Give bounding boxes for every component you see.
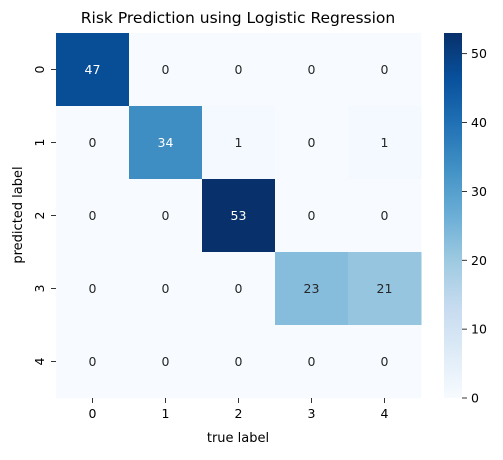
cell-value-4-0: 0: [89, 354, 97, 369]
x-tick-label-4: 4: [381, 406, 389, 421]
cell-value-2-1: 0: [162, 208, 170, 223]
y-axis-ticks: 0 1 2 3 4: [32, 65, 56, 365]
heatmap-cell-0-4: [348, 33, 422, 107]
heatmap-cell-0-2: [202, 33, 276, 107]
cell-value-4-4: 0: [381, 354, 389, 369]
heatmap-cell-1-0: [56, 106, 130, 180]
heatmap-cell-3-1: [129, 252, 203, 326]
heatmap-cell-3-4: [348, 252, 422, 326]
cell-value-2-0: 0: [89, 208, 97, 223]
heatmap-cell-2-0: [56, 179, 130, 253]
cell-value-0-0: 47: [85, 62, 101, 77]
cell-value-2-4: 0: [381, 208, 389, 223]
x-tick-label-3: 3: [308, 406, 316, 421]
heatmap-cell-3-0: [56, 252, 130, 326]
cell-value-0-2: 0: [235, 62, 243, 77]
heatmap-cell-4-2: [202, 325, 276, 399]
heatmap-cell-4-3: [275, 325, 349, 399]
y-tick-label-0: 0: [32, 65, 47, 73]
heatmap-cells: [56, 33, 422, 399]
cell-value-3-1: 0: [162, 281, 170, 296]
y-tick-label-2: 2: [32, 212, 47, 220]
heatmap-cell-1-3: [275, 106, 349, 180]
chart-title: Risk Prediction using Logistic Regressio…: [81, 9, 395, 27]
cell-value-1-4: 1: [381, 135, 389, 150]
cell-value-1-3: 0: [308, 135, 316, 150]
heatmap-cell-3-2: [202, 252, 276, 326]
cell-value-1-0: 0: [89, 135, 97, 150]
y-tick-label-3: 3: [32, 285, 47, 293]
x-axis-ticks: 0 1 2 3 4: [89, 398, 389, 421]
cell-value-0-4: 0: [381, 62, 389, 77]
heatmap-cell-0-1: [129, 33, 203, 107]
heatmap-cell-1-2: [202, 106, 276, 180]
y-tick-label-1: 1: [32, 139, 47, 147]
colorbar: 0 10 20 30 40 50: [444, 33, 487, 406]
x-tick-label-0: 0: [89, 406, 97, 421]
cell-value-2-2: 53: [231, 208, 247, 223]
heatmap-cell-3-3: [275, 252, 349, 326]
heatmap-cell-2-4: [348, 179, 422, 253]
cell-value-3-2: 0: [235, 281, 243, 296]
x-tick-label-2: 2: [235, 406, 243, 421]
colorbar-tick-label-2: 20: [471, 253, 487, 268]
cell-value-3-4: 21: [377, 281, 393, 296]
cell-value-1-1: 34: [158, 135, 174, 150]
heatmap-annotations: 47 0 0 0 0 0 34 1 0 1 0 0 53 0 0 0 0 0 23 21 0 0 0 0 0: [85, 62, 393, 369]
colorbar-gradient: [444, 33, 462, 398]
heatmap-cell-2-1: [129, 179, 203, 253]
cell-value-3-3: 23: [304, 281, 320, 296]
x-axis-label: true label: [207, 431, 269, 446]
heatmap-cell-1-1: [129, 106, 203, 180]
cell-value-4-2: 0: [235, 354, 243, 369]
heatmap-cell-4-1: [129, 325, 203, 399]
heatmap-cell-2-3: [275, 179, 349, 253]
heatmap-cell-1-4: [348, 106, 422, 180]
cell-value-2-3: 0: [308, 208, 316, 223]
x-tick-label-1: 1: [162, 406, 170, 421]
cell-value-1-2: 1: [235, 135, 243, 150]
colorbar-tick-label-5: 50: [471, 46, 487, 61]
heatmap-cell-0-0: [56, 33, 130, 107]
heatmap-cell-0-3: [275, 33, 349, 107]
y-tick-label-4: 4: [32, 357, 47, 365]
heatmap-cell-2-2: [202, 179, 276, 253]
cell-value-4-1: 0: [162, 354, 170, 369]
colorbar-tick-label-4: 40: [471, 115, 487, 130]
colorbar-tick-label-0: 0: [471, 391, 479, 406]
colorbar-tick-label-3: 30: [471, 184, 487, 199]
colorbar-tick-label-1: 10: [471, 322, 487, 337]
cell-value-3-0: 0: [89, 281, 97, 296]
cell-value-0-3: 0: [308, 62, 316, 77]
cell-value-0-1: 0: [162, 62, 170, 77]
cell-value-4-3: 0: [308, 354, 316, 369]
heatmap-cell-4-4: [348, 325, 422, 399]
heatmap-cell-4-0: [56, 325, 130, 399]
y-axis-label: predicted label: [11, 166, 26, 263]
